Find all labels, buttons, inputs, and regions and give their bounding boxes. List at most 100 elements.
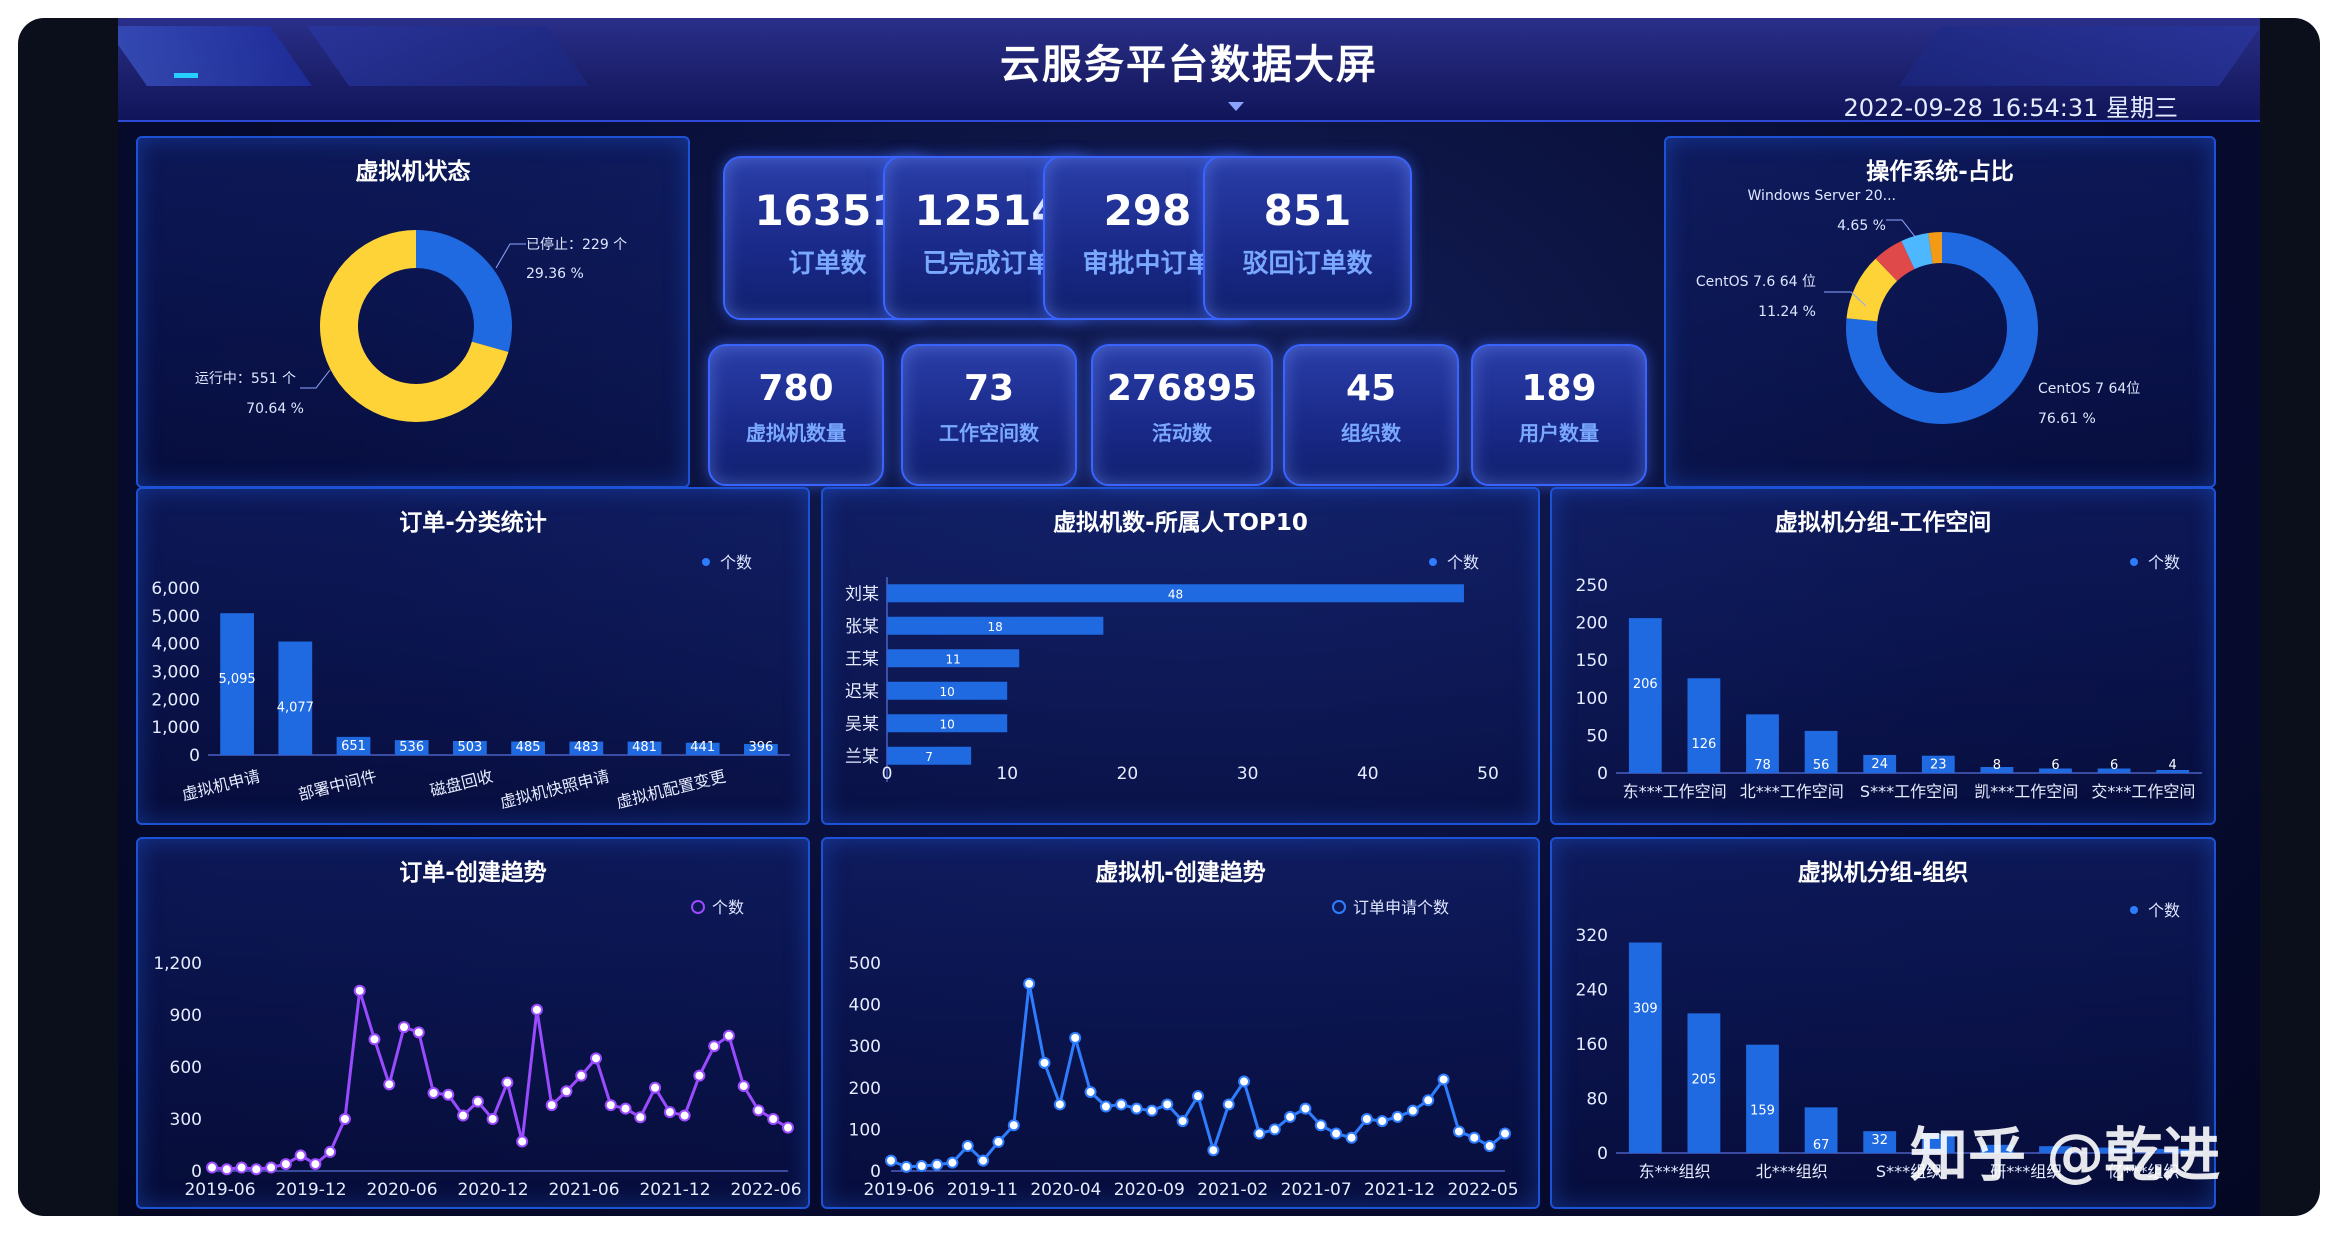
data-point xyxy=(767,1113,780,1125)
kpi-value: 780 xyxy=(758,368,834,409)
bar xyxy=(887,746,972,765)
data-point xyxy=(353,984,366,997)
data-point xyxy=(961,1140,974,1153)
y-tick-label: 1,000 xyxy=(151,718,200,738)
data-point xyxy=(279,1158,292,1171)
bar xyxy=(1687,678,1721,773)
legend-label: 个数 xyxy=(720,553,752,572)
data-point xyxy=(1238,1075,1251,1088)
data-label: 4 xyxy=(2169,758,2177,773)
data-point xyxy=(977,1154,990,1167)
data-point xyxy=(545,1099,558,1112)
y-tick-label: 100 xyxy=(849,1120,881,1140)
data-point xyxy=(1499,1127,1511,1140)
vm-status-panel: 虚拟机状态 已停止：229 个 29.36 % 运行中：551 个 70.64 % xyxy=(136,136,690,488)
data-label: 206 xyxy=(1633,677,1658,692)
donut-slice xyxy=(1901,233,1933,270)
kpi-value: 298 xyxy=(1103,186,1192,235)
data-point xyxy=(992,1135,1005,1148)
data-label: 18 xyxy=(988,620,1003,634)
y-tick-label: 刘某 xyxy=(845,584,879,604)
leader-line xyxy=(495,243,526,269)
kpi-card[interactable]: 45 组织数 xyxy=(1283,344,1459,486)
bar xyxy=(887,681,1008,700)
data-point xyxy=(457,1109,470,1122)
kpi-card[interactable]: 73 工作空间数 xyxy=(901,344,1077,486)
x-tick-label: 2021-02 xyxy=(1197,1180,1268,1200)
slice-label: CentOS 7 64位 xyxy=(2038,381,2140,397)
data-point xyxy=(516,1135,529,1148)
bar xyxy=(2156,769,2190,773)
legend-marker-icon xyxy=(1429,558,1437,566)
trend-line xyxy=(211,990,789,1171)
bar xyxy=(1628,942,1662,1153)
donut-slice xyxy=(320,230,509,423)
bar xyxy=(2097,1147,2131,1153)
panel-title: 虚拟机分组-组织 xyxy=(1797,860,1969,886)
x-tick-label: 2020-12 xyxy=(457,1180,528,1200)
order-trend-panel: 订单-创建趋势 个数 0 300 600 900 1,200 2019-06 2019-12 2… xyxy=(136,837,810,1209)
data-label: 651 xyxy=(341,739,366,754)
data-point xyxy=(885,1154,897,1167)
kpi-card[interactable]: 780 虚拟机数量 xyxy=(708,344,884,486)
x-tick-label: 2021-07 xyxy=(1281,1180,1352,1200)
y-tick-label: 400 xyxy=(849,996,881,1016)
bar xyxy=(887,584,1464,603)
legend-label: 订单申请个数 xyxy=(1353,898,1449,917)
data-label: 205 xyxy=(1691,1072,1716,1087)
kpi-card[interactable]: 189 用户数量 xyxy=(1471,344,1647,486)
device-frame: 云服务平台数据大屏 2022-09-28 16:54:31 星期三 虚拟机状态 … xyxy=(18,18,2320,1216)
vm-group-org-bar-chart: 个数 0 80 160 240 320 309 东***组织 205 159 北***组织 67 32 S… xyxy=(1576,901,2202,1181)
kpi-card[interactable]: 276895 活动数 xyxy=(1091,344,1273,486)
data-point xyxy=(946,1156,959,1169)
data-point xyxy=(590,1052,602,1065)
y-tick-label: 300 xyxy=(849,1037,881,1057)
kpi-value: 12514 xyxy=(914,186,1061,235)
kpi-label: 用户数量 xyxy=(1519,421,1599,445)
data-point xyxy=(412,1026,425,1039)
chevron-down-icon[interactable] xyxy=(1228,102,1244,111)
legend-marker-icon xyxy=(1332,900,1346,914)
data-point xyxy=(1437,1073,1450,1086)
x-tick-label: 北***工作空间 xyxy=(1740,782,1844,801)
data-label: 32 xyxy=(1871,1133,1888,1148)
y-tick-label: 900 xyxy=(170,1006,202,1026)
data-point xyxy=(1376,1115,1389,1128)
data-point xyxy=(1284,1110,1297,1123)
data-label: 56 xyxy=(1813,758,1830,773)
legend-label: 个数 xyxy=(2148,901,2180,920)
legend-marker-icon xyxy=(2130,558,2138,566)
bar xyxy=(1804,730,1838,773)
data-point xyxy=(206,1161,218,1174)
panel-title: 订单-创建趋势 xyxy=(399,860,547,886)
bar xyxy=(1746,1044,1779,1153)
x-tick-label: 东***工作空间 xyxy=(1623,782,1727,801)
legend-marker-icon xyxy=(2130,906,2138,914)
vm-group-workspace-bar-chart: 个数 0 50 100 150 200 250 206 东***工作空间 126 78 北***工作空… xyxy=(1576,553,2202,801)
data-point xyxy=(338,1113,351,1125)
data-point xyxy=(1406,1104,1419,1117)
panel-title: 虚拟机数-所属人TOP10 xyxy=(1053,510,1308,536)
x-tick-label: 2020-04 xyxy=(1030,1180,1101,1200)
order-category-panel: 订单-分类统计 个数 0 1,000 2,000 3,000 4,000 5,000 6,00… xyxy=(136,487,810,825)
y-tick-label: 兰某 xyxy=(845,747,879,767)
data-label: 4,077 xyxy=(277,701,314,716)
data-label: 11 xyxy=(945,652,960,666)
data-point xyxy=(634,1111,647,1124)
data-point xyxy=(722,1029,735,1042)
bar xyxy=(887,649,1020,668)
panel-title: 操作系统-占比 xyxy=(1866,159,2014,185)
x-tick-label: 0 xyxy=(882,764,893,784)
header-bar: 云服务平台数据大屏 2022-09-28 16:54:31 星期三 xyxy=(118,18,2260,122)
data-label: 6 xyxy=(2051,758,2059,773)
y-tick-label: 4,000 xyxy=(151,635,200,655)
y-tick-label: 500 xyxy=(849,954,881,974)
x-tick-label: S***工作空间 xyxy=(1860,782,1958,801)
x-tick-label: 2021-12 xyxy=(639,1180,710,1200)
data-point xyxy=(1099,1100,1112,1113)
data-label: 7 xyxy=(925,750,933,764)
bar xyxy=(627,741,662,755)
x-tick-label: 10 xyxy=(996,764,1018,784)
kpi-card[interactable]: 851 驳回订单数 xyxy=(1203,156,1412,320)
data-point xyxy=(1176,1115,1189,1128)
